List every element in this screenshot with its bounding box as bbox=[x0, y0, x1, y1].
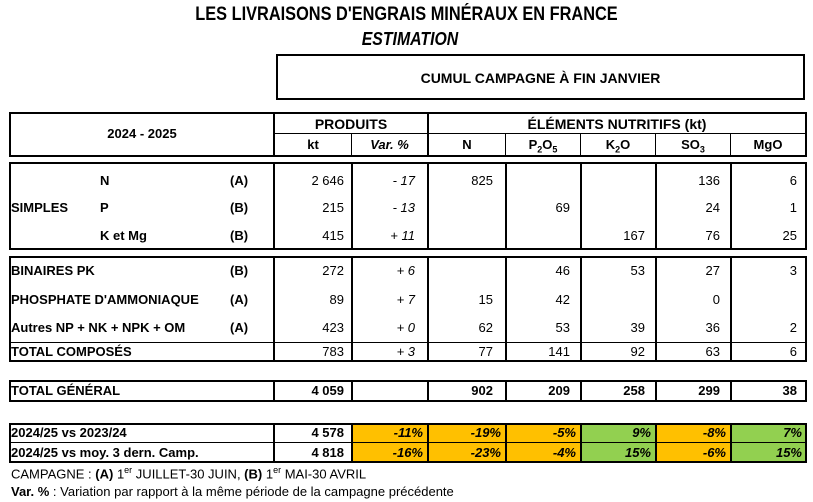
cell-n: 15 bbox=[478, 292, 493, 307]
row-name: P bbox=[100, 200, 109, 215]
season-label: 2024 - 2025 bbox=[107, 126, 177, 141]
cell-n: -19% bbox=[470, 425, 501, 440]
row-name: 2024/25 vs 2023/24 bbox=[11, 425, 127, 440]
composes-block bbox=[9, 256, 807, 362]
cell-mgo: 3 bbox=[789, 263, 797, 278]
total-general-block bbox=[9, 380, 807, 402]
cell-kt: 215 bbox=[322, 200, 344, 215]
row-code: (A) bbox=[230, 173, 249, 188]
row-name: BINAIRES PK bbox=[11, 263, 95, 278]
k2o-header: K2O bbox=[605, 137, 631, 155]
cell-n: 825 bbox=[471, 173, 493, 188]
cell-k2o: 9% bbox=[632, 425, 651, 440]
n-header: N bbox=[462, 137, 472, 152]
cell-k2o: 92 bbox=[630, 344, 645, 359]
cell-so3: -8% bbox=[702, 425, 726, 440]
cell-p2o5: -4% bbox=[552, 445, 576, 460]
cell-kt: 423 bbox=[322, 320, 344, 335]
row-name: 2024/25 vs moy. 3 dern. Camp. bbox=[11, 445, 199, 460]
cell-n: -23% bbox=[470, 445, 501, 460]
cell-mgo: 6 bbox=[789, 344, 797, 359]
cell-p2o5: 209 bbox=[548, 383, 570, 398]
cell-mgo: 7% bbox=[783, 425, 802, 440]
cumul-banner: CUMUL CAMPAGNE À FIN JANVIER bbox=[276, 54, 805, 100]
row-name: PHOSPHATE D'AMMONIAQUE bbox=[11, 292, 199, 307]
cell-p2o5: -5% bbox=[552, 425, 576, 440]
row-name: K et Mg bbox=[100, 228, 147, 243]
cell-mgo: 38 bbox=[782, 383, 797, 398]
cell-p2o5: 42 bbox=[555, 292, 570, 307]
cell-k2o: 15% bbox=[624, 445, 651, 460]
cell-so3: 0 bbox=[712, 292, 720, 307]
simples-group-label: SIMPLES bbox=[11, 200, 69, 215]
cell-mgo: 1 bbox=[789, 200, 797, 215]
cell-mgo: 15% bbox=[775, 445, 802, 460]
cell-k2o: 258 bbox=[623, 383, 645, 398]
row-name: N bbox=[100, 173, 110, 188]
kt-header: kt bbox=[307, 137, 319, 152]
row-code: (B) bbox=[230, 200, 249, 215]
simples-block bbox=[9, 162, 807, 250]
footer-var-note: Var. % : Variation par rapport à la même… bbox=[11, 484, 454, 499]
cell-p2o5: 141 bbox=[548, 344, 570, 359]
cell-so3: 63 bbox=[705, 344, 720, 359]
var-header: Var. % bbox=[370, 137, 409, 152]
cell-so3: 136 bbox=[698, 173, 720, 188]
cell-mgo: 6 bbox=[789, 173, 797, 188]
cell-mgo: 25 bbox=[782, 228, 797, 243]
cell-so3: 27 bbox=[705, 263, 720, 278]
cell-k2o: 167 bbox=[623, 228, 645, 243]
row-code: (B) bbox=[230, 228, 249, 243]
cell-var: + 7 bbox=[396, 292, 415, 307]
cell-var: + 3 bbox=[396, 344, 415, 359]
cell-kt: 2 646 bbox=[311, 173, 344, 188]
cell-var: + 11 bbox=[390, 228, 415, 243]
cell-var: - 13 bbox=[392, 200, 415, 215]
cell-kt: 4 059 bbox=[311, 383, 344, 398]
cell-so3: 24 bbox=[705, 200, 720, 215]
cell-p2o5: 69 bbox=[555, 200, 570, 215]
mgo-header: MgO bbox=[753, 137, 783, 152]
cell-kt: 272 bbox=[322, 263, 344, 278]
cell-var: + 6 bbox=[396, 263, 415, 278]
cell-kt: 415 bbox=[322, 228, 344, 243]
cell-n: 902 bbox=[471, 383, 493, 398]
footer-campagne: CAMPAGNE : (A) 1er JUILLET-30 JUIN, (B) … bbox=[11, 465, 367, 482]
cell-var: -16% bbox=[392, 445, 423, 460]
cell-n: 62 bbox=[478, 320, 493, 335]
cell-var: + 0 bbox=[396, 320, 415, 335]
cell-so3: 76 bbox=[705, 228, 720, 243]
cell-kt: 89 bbox=[329, 292, 344, 307]
elements-header: ÉLÉMENTS NUTRITIFS (kt) bbox=[527, 116, 707, 132]
row-name: TOTAL GÉNÉRAL bbox=[11, 383, 121, 398]
cell-kt: 783 bbox=[322, 344, 344, 359]
cell-mgo: 2 bbox=[789, 320, 797, 335]
row-code: (B) bbox=[230, 263, 249, 278]
cell-kt: 4 578 bbox=[311, 425, 344, 440]
page-subtitle: ESTIMATION bbox=[361, 29, 459, 49]
cell-k2o: 53 bbox=[630, 263, 645, 278]
cell-so3: -6% bbox=[702, 445, 726, 460]
cell-so3: 36 bbox=[705, 320, 720, 335]
row-code: (A) bbox=[230, 320, 249, 335]
cell-p2o5: 53 bbox=[555, 320, 570, 335]
comparisons-block bbox=[9, 423, 807, 463]
p2o5-header: P2O5 bbox=[528, 137, 558, 155]
cell-p2o5: 46 bbox=[555, 263, 570, 278]
cell-n: 77 bbox=[478, 344, 493, 359]
cell-kt: 4 818 bbox=[311, 445, 344, 460]
cell-var: - 17 bbox=[392, 173, 415, 188]
cell-k2o: 39 bbox=[630, 320, 645, 335]
produits-header: PRODUITS bbox=[314, 116, 388, 132]
row-name: TOTAL COMPOSÉS bbox=[11, 344, 132, 359]
so3-header: SO3 bbox=[681, 137, 705, 155]
cell-so3: 299 bbox=[698, 383, 720, 398]
row-name: Autres NP + NK + NPK + OM bbox=[11, 320, 186, 335]
cell-var: -11% bbox=[393, 425, 423, 440]
header-block bbox=[9, 112, 807, 157]
row-code: (A) bbox=[230, 292, 249, 307]
page-title: LES LIVRAISONS D'ENGRAIS MINÉRAUX EN FRA… bbox=[195, 4, 618, 25]
